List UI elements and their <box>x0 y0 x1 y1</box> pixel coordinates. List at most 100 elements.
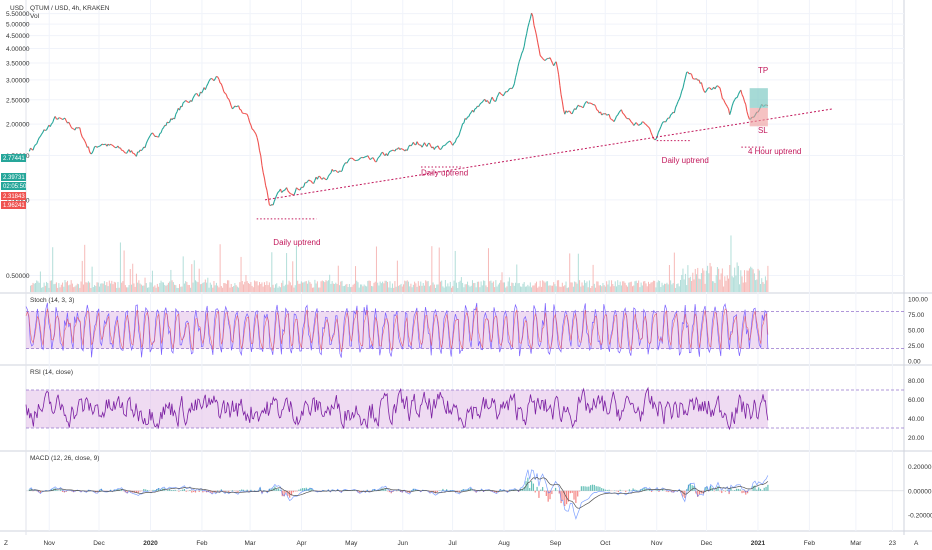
volume-bar <box>201 283 203 292</box>
volume-bar <box>47 283 49 292</box>
volume-bar <box>59 287 61 292</box>
volume-bar <box>204 279 206 292</box>
volume-bar <box>444 280 446 292</box>
price-segment <box>559 85 562 95</box>
macd-histogram-bar <box>172 490 174 491</box>
volume-bar <box>649 283 651 292</box>
volume-bar <box>310 283 312 292</box>
price-segment <box>478 104 481 107</box>
price-segment <box>717 85 720 88</box>
price-segment <box>95 145 98 148</box>
price-segment <box>201 90 204 94</box>
volume-bar <box>64 280 66 292</box>
volume-bar <box>519 286 521 292</box>
volume-bar <box>277 287 279 292</box>
volume-bar <box>531 287 533 292</box>
volume-bar <box>612 284 614 292</box>
price-segment <box>438 148 441 151</box>
volume-bar <box>676 284 678 292</box>
price-segment <box>580 105 583 108</box>
price-segment <box>161 127 164 130</box>
macd-histogram-bar <box>619 489 621 491</box>
volume-bar <box>506 286 508 292</box>
price-segment <box>238 105 241 110</box>
price-segment <box>609 118 612 120</box>
price-segment <box>456 136 459 139</box>
price-segment <box>287 190 290 193</box>
volume-bar <box>582 285 584 292</box>
volume-bar <box>547 281 549 292</box>
volume-bar <box>198 268 200 292</box>
volume-bar <box>245 275 247 292</box>
price-segment <box>296 187 299 190</box>
auto-scale-button[interactable]: A <box>914 540 919 547</box>
price-segment <box>620 109 624 114</box>
volume-bar <box>150 282 152 292</box>
macd-histogram-bar <box>578 490 581 492</box>
volume-bar <box>240 256 242 292</box>
volume-bar <box>268 282 270 292</box>
volume-bar <box>620 285 622 292</box>
volume-bar <box>297 280 299 292</box>
price-segment <box>56 118 58 120</box>
price-segment <box>745 104 748 112</box>
volume-bar <box>223 283 225 292</box>
macd-histogram-bar <box>591 484 594 491</box>
volume-bar <box>246 281 248 292</box>
price-segment <box>337 170 340 173</box>
macd-histogram-bar <box>529 488 531 491</box>
volume-bar <box>192 282 194 292</box>
timezone-button[interactable]: Z <box>4 540 8 547</box>
volume-bar <box>532 285 534 292</box>
price-segment <box>614 116 618 120</box>
price-segment <box>52 118 55 123</box>
macd-histogram-bar <box>667 490 669 493</box>
volume-bar <box>639 287 641 292</box>
macd-histogram-bar <box>540 489 542 491</box>
volume-bar <box>146 287 148 292</box>
volume-bar <box>238 287 240 292</box>
volume-bar <box>65 282 67 292</box>
volume-bar <box>329 274 331 292</box>
volume-bar <box>36 280 38 292</box>
price-segment <box>718 86 721 89</box>
volume-bar <box>523 282 525 292</box>
stoch-tick-label: 100.00 <box>908 297 928 304</box>
macd-histogram-bar <box>523 486 525 491</box>
volume-bar <box>527 284 529 292</box>
volume-bar <box>369 280 371 292</box>
price-segment <box>32 146 35 151</box>
price-segment <box>228 98 231 103</box>
time-axis[interactable]: Nov Dec 2020 Feb Mar Apr May Jun Jul Aug Sep Oct Nov… <box>43 540 896 547</box>
volume-bar <box>346 283 348 292</box>
rsi-line <box>25 386 769 431</box>
volume-bar <box>231 286 233 292</box>
price-segment <box>468 113 471 117</box>
tp-sl-zone[interactable] <box>749 88 768 127</box>
volume-bar <box>426 281 428 292</box>
price-segment <box>678 95 682 100</box>
price-segment <box>723 99 726 103</box>
volume-bar <box>177 287 179 292</box>
volume-bar <box>512 283 514 292</box>
volume-bar <box>766 280 768 292</box>
price-segment <box>234 105 237 108</box>
price-segment <box>273 197 277 202</box>
price-segment <box>528 18 531 23</box>
macd-histogram-bar <box>571 490 573 493</box>
price-segment <box>117 145 120 149</box>
volume-bar <box>503 282 505 292</box>
macd-histogram-bar <box>429 490 431 493</box>
price-segment <box>399 148 402 150</box>
volume-bar <box>709 262 711 292</box>
volume-bar <box>643 281 645 292</box>
price-segment <box>511 86 514 89</box>
volume-bar <box>712 281 714 292</box>
macd-histogram-bar <box>61 490 64 492</box>
rsi-tick-label: 60.00 <box>908 397 925 404</box>
price-segment <box>160 129 163 134</box>
volume-bar <box>458 281 460 292</box>
macd-histogram-bar <box>248 490 250 492</box>
volume-bar <box>69 284 71 292</box>
